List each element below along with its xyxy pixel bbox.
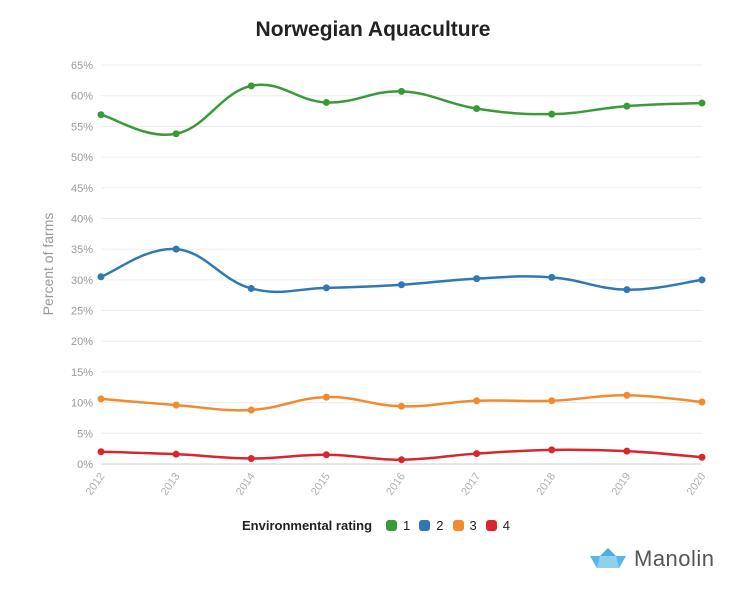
x-tick-label: 2017 <box>459 471 483 498</box>
grid <box>101 64 702 465</box>
series-1 <box>97 82 706 138</box>
x-tick-label: 2014 <box>234 471 258 498</box>
legend-item-4[interactable]: 4 <box>485 518 510 533</box>
y-tick-label: 25% <box>71 306 93 318</box>
data-point[interactable] <box>398 281 405 289</box>
y-axis-ticks: 0% 5% 10% 15% 20% 25% 30% 35% 40% 45% 50% 55% 60% 65% <box>71 60 93 471</box>
y-tick-label: 20% <box>71 336 93 348</box>
data-point[interactable] <box>172 245 180 253</box>
data-point[interactable] <box>322 393 330 401</box>
x-tick-label: 2019 <box>609 471 633 498</box>
chart-title: Norwegian Aquaculture <box>255 18 491 41</box>
data-point[interactable] <box>473 450 481 458</box>
series-line <box>100 83 703 136</box>
data-point[interactable] <box>322 451 330 459</box>
data-point[interactable] <box>247 454 255 462</box>
data-point[interactable] <box>247 406 255 414</box>
legend-label: 3 <box>469 518 477 533</box>
legend-swatch <box>419 520 431 531</box>
series-2 <box>97 245 706 294</box>
data-point[interactable] <box>322 98 330 106</box>
x-axis-ticks: 2012 2013 2014 2015 2016 2017 2018 2019 2020 <box>84 471 709 498</box>
legend-item-3[interactable]: 3 <box>452 518 477 533</box>
series-lines <box>97 82 706 464</box>
legend-item-2[interactable]: 2 <box>419 518 444 533</box>
data-point[interactable] <box>473 397 481 405</box>
y-axis-label: Percent of farms <box>40 213 56 316</box>
data-point[interactable] <box>623 391 631 399</box>
y-tick-label: 50% <box>71 152 93 164</box>
x-tick-label: 2018 <box>534 471 558 498</box>
x-tick-label: 2012 <box>84 471 108 498</box>
data-point[interactable] <box>623 447 631 455</box>
data-point[interactable] <box>97 273 105 281</box>
legend-label: 4 <box>502 518 510 533</box>
x-tick-label: 2020 <box>685 471 709 498</box>
y-tick-label: 45% <box>71 183 93 195</box>
y-tick-label: 35% <box>71 244 93 256</box>
data-point[interactable] <box>398 456 405 464</box>
brand-logo: Manolin <box>588 546 715 572</box>
data-point[interactable] <box>247 82 255 90</box>
legend-title: Environmental rating <box>242 518 373 533</box>
data-point[interactable] <box>698 398 706 406</box>
legend-swatch <box>386 520 398 531</box>
data-point[interactable] <box>97 395 105 403</box>
data-point[interactable] <box>548 397 556 405</box>
data-point[interactable] <box>548 446 556 454</box>
data-point[interactable] <box>97 111 105 119</box>
data-point[interactable] <box>623 286 631 294</box>
y-tick-label: 10% <box>71 398 93 410</box>
legend-label: 1 <box>403 518 411 533</box>
data-point[interactable] <box>172 130 180 138</box>
data-point[interactable] <box>97 448 105 456</box>
data-point[interactable] <box>172 450 180 458</box>
series-3 <box>97 391 706 414</box>
data-point[interactable] <box>172 401 180 409</box>
legend-swatch <box>452 520 464 531</box>
paper-boat-icon <box>590 548 626 568</box>
data-point[interactable] <box>698 276 706 284</box>
data-point[interactable] <box>698 453 706 461</box>
legend-item-1[interactable]: 1 <box>386 518 410 533</box>
y-tick-label: 15% <box>71 367 93 379</box>
data-point[interactable] <box>548 110 556 118</box>
x-tick-label: 2016 <box>384 471 408 498</box>
x-tick-label: 2015 <box>309 471 333 498</box>
y-tick-label: 40% <box>71 213 93 225</box>
data-point[interactable] <box>398 87 405 95</box>
y-tick-label: 55% <box>71 121 93 133</box>
brand-name: Manolin <box>634 546 715 571</box>
data-point[interactable] <box>398 402 405 410</box>
data-point[interactable] <box>473 105 481 113</box>
y-tick-label: 0% <box>77 459 93 471</box>
data-point[interactable] <box>322 284 330 292</box>
y-tick-label: 30% <box>71 275 93 287</box>
y-tick-label: 60% <box>71 91 93 103</box>
data-point[interactable] <box>698 99 706 107</box>
data-point[interactable] <box>548 273 556 281</box>
series-4 <box>97 446 706 464</box>
y-tick-label: 65% <box>71 60 93 72</box>
legend-swatch <box>485 520 497 531</box>
data-point[interactable] <box>473 275 481 283</box>
legend: Environmental rating 1 2 3 4 <box>242 518 519 533</box>
data-point[interactable] <box>247 284 255 292</box>
x-tick-label: 2013 <box>159 471 183 498</box>
data-point[interactable] <box>623 102 631 110</box>
y-tick-label: 5% <box>77 428 93 440</box>
legend-label: 2 <box>436 518 444 533</box>
